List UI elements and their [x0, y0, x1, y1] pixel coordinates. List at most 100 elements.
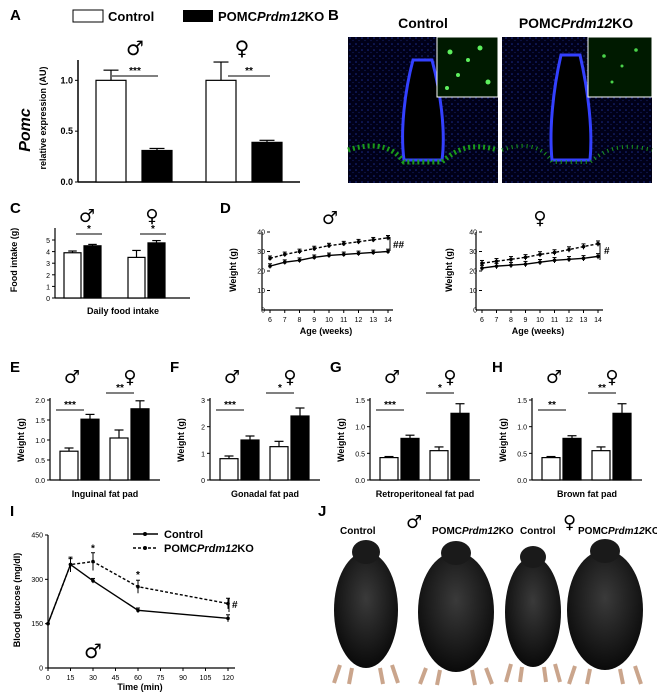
- panel-h-ylabel: Weight (g): [498, 418, 508, 462]
- panel-d-female-ylabel: Weight (g): [444, 248, 454, 292]
- panel-e-stars-female: **: [116, 383, 124, 394]
- panel-d-male-lines: [268, 235, 390, 269]
- panel-g-bar-control-1: [429, 450, 449, 481]
- panel-f-ticks: 0 1 2 3: [201, 398, 210, 485]
- panel-a-ytick-label-1: 0.5: [60, 126, 73, 136]
- panel-d-male-xtick-label-1: 7: [283, 317, 287, 324]
- panel-e-bar-control-1: [109, 437, 129, 481]
- panel-h-xlabel: Brown fat pad: [557, 489, 617, 499]
- panel-c-bar-control-1: [127, 256, 146, 299]
- panel-j-left-control: Control: [340, 526, 376, 537]
- panel-f-xlabel: Gonadal fat pad: [231, 489, 299, 499]
- panel-c-xlabel: Daily food intake: [87, 306, 159, 316]
- panel-b-right-micrograph: [501, 36, 653, 183]
- panel-d-female-ticks: 0 10 20 30 40 6 7 8 9 10 11 12 13 14: [469, 230, 602, 325]
- panel-i-ticks: 0 150 300 450 0 15 30 45 60 75 90 105 120: [31, 533, 234, 683]
- panel-i-legend-control: Control: [164, 529, 203, 541]
- panel-a-stars-female: **: [245, 66, 253, 77]
- panel-e-ytick-label-2: 1.0: [35, 438, 45, 445]
- panel-e-chart: E Weight (g) 0.0 0.5 1.0 1.5 2.0 Inguinal fat p…: [10, 359, 160, 499]
- panel-g-bar-ko-0: [400, 437, 420, 481]
- panel-g-ticks: 0.0 0.5 1.0 1.5: [355, 398, 370, 485]
- panel-d-female-xtick-label-1: 7: [495, 317, 499, 324]
- panel-i-xtick-label-7: 105: [200, 675, 212, 682]
- panel-i-xtick-label-1: 15: [67, 675, 75, 682]
- panel-d-male-chart: Weight (g) 0 10 20 30 40 6 7 8 9 10 11 12 13 14 Age (…: [228, 208, 405, 336]
- panel-c-ytick-label-4: 4: [46, 250, 50, 257]
- panel-d-male-sig: ##: [393, 240, 405, 251]
- panel-d-female-xtick-label-2: 8: [509, 317, 513, 324]
- panel-a-bar-control-1: [205, 79, 237, 183]
- panel-h-bars: [541, 403, 632, 481]
- panel-f-male-symbol: ♂: [224, 367, 240, 388]
- panel-d-female-xtick-label-3: 9: [524, 317, 528, 324]
- panel-d-female-xtick-label-7: 13: [580, 317, 588, 324]
- panel-a-male-symbol: ♂: [126, 36, 144, 60]
- panel-f-label: F: [170, 359, 179, 376]
- panel-d-female-symbol: ♀: [533, 208, 546, 229]
- panel-e-label: E: [10, 359, 20, 376]
- panel-c-ytick-label-0: 0: [46, 296, 50, 303]
- legend-control-label: Control: [108, 9, 154, 24]
- panel-i-xtick-label-2: 30: [89, 675, 97, 682]
- panel-a-stars-male: ***: [129, 66, 141, 77]
- panel-g-bar-control-0: [379, 457, 399, 481]
- panel-d-male-xtick-label-6: 12: [355, 317, 363, 324]
- panel-h-female-symbol: ♀: [605, 367, 618, 388]
- panel-f-bar-control-1: [269, 446, 289, 481]
- panel-d-male-ytick-label-2: 20: [257, 269, 265, 276]
- panel-h-bar-ko-1: [612, 412, 632, 481]
- panel-f-ytick-label-1: 1: [201, 451, 205, 458]
- panel-e-ytick-label-1: 0.5: [35, 458, 45, 465]
- panel-h-ytick-label-2: 1.0: [517, 425, 527, 432]
- panel-d-female-xtick-label-0: 6: [480, 317, 484, 324]
- panel-d-male-ytick-label-3: 30: [257, 249, 265, 256]
- panel-f-ytick-label-0: 0: [201, 478, 205, 485]
- panel-c-ytick-label-3: 3: [46, 261, 50, 268]
- panel-i-sig: #: [232, 600, 238, 611]
- panel-h-bar-control-0: [541, 457, 561, 481]
- panel-g-ytick-label-1: 0.5: [355, 451, 365, 458]
- panel-e-female-symbol: ♀: [123, 367, 136, 388]
- panel-g-label: G: [330, 359, 342, 376]
- panel-i-xtick-label-4: 60: [134, 675, 142, 682]
- panel-d-male-ylabel: Weight (g): [228, 248, 238, 292]
- panel-c-ytick-label-5: 5: [46, 238, 50, 245]
- panel-e-male-symbol: ♂: [64, 367, 80, 388]
- panel-d-female-ytick-label-4: 40: [469, 230, 477, 237]
- panel-j-left-ko: POMCPrdm12KO: [432, 526, 514, 537]
- panel-i-label: I: [10, 503, 14, 520]
- panel-d-male-xtick-label-0: 6: [268, 317, 272, 324]
- panel-h-stars-male: **: [548, 400, 556, 411]
- panel-i-ytick-label-1: 150: [31, 621, 43, 628]
- panel-c-chart: Food intake (g) 0 1 2 3 4 5 Daily food intake…: [9, 206, 190, 316]
- panel-e-ylabel: Weight (g): [16, 418, 26, 462]
- panel-c-bar-control-0: [63, 252, 82, 299]
- panel-e-bars: [59, 400, 150, 481]
- panel-d-male-ytick-label-0: 0: [261, 308, 265, 315]
- panel-c-ylabel: Food intake (g): [9, 228, 19, 293]
- panel-a-ytick-label-0: 0.0: [60, 177, 73, 187]
- panel-g-male-symbol: ♂: [384, 367, 400, 388]
- panel-c-male-symbol: ♂: [79, 206, 95, 227]
- panel-i-ytick-label-2: 300: [31, 577, 43, 584]
- legend-ko-label: POMCPrdm12KO: [218, 9, 324, 24]
- panel-c-bar-ko-0: [83, 245, 102, 299]
- panel-a-bars: [95, 61, 283, 183]
- panel-d-female-xtick-label-6: 12: [565, 317, 573, 324]
- panel-d-male-xtick-label-3: 9: [312, 317, 316, 324]
- panel-a-female-symbol: ♀: [235, 36, 250, 60]
- panel-c-stars-male: *: [87, 224, 91, 235]
- panel-d-female-ytick-label-1: 10: [469, 288, 477, 295]
- panel-i-lines: **: [46, 543, 230, 626]
- panel-h-bar-control-1: [591, 450, 611, 481]
- panel-h-ticks: 0.0 0.5 1.0 1.5: [517, 398, 532, 485]
- panel-j-female-symbol: ♀: [563, 512, 576, 533]
- panel-i-xtick-label-3: 45: [112, 675, 120, 682]
- panel-c-bar-ko-1: [147, 242, 166, 299]
- panel-g-stars-male: ***: [384, 400, 396, 411]
- panel-b-label: B: [328, 7, 339, 24]
